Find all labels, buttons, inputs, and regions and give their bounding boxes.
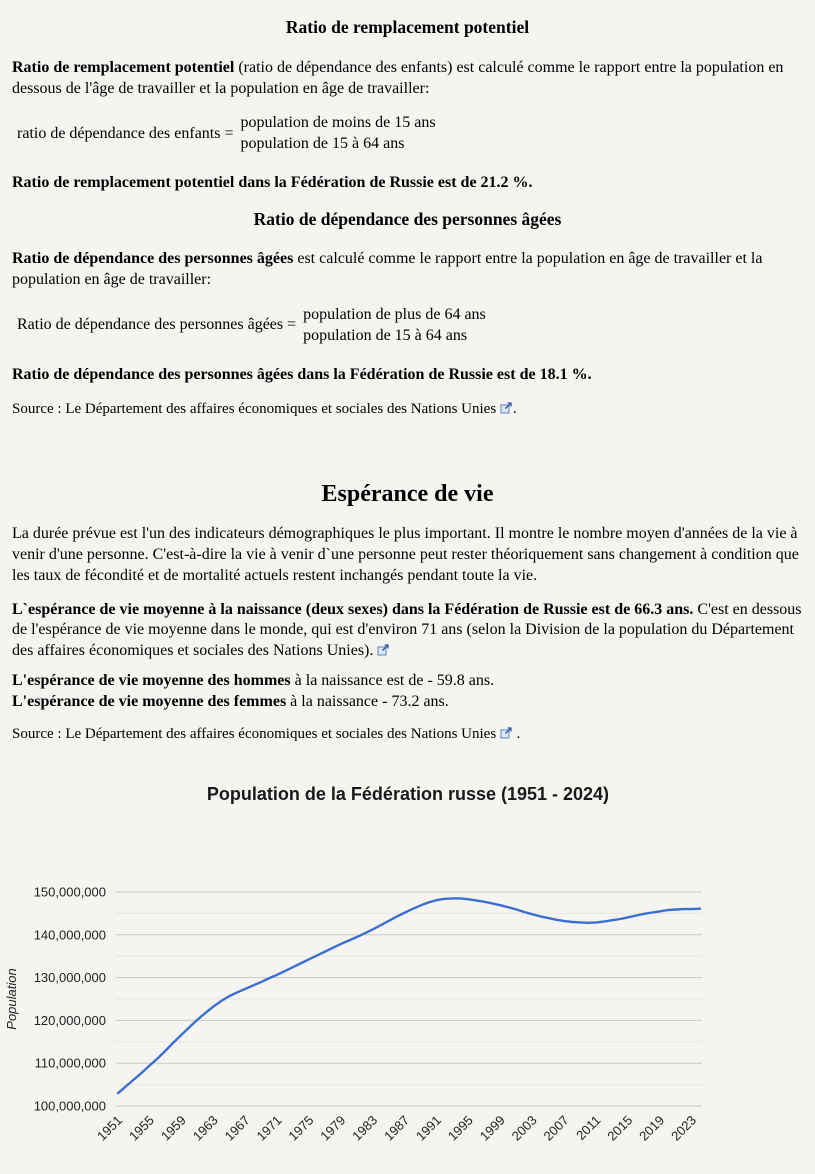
- x-tick-label: 1975: [285, 1113, 316, 1144]
- external-link-icon[interactable]: [500, 726, 513, 739]
- life-expectancy-average: L`espérance de vie moyenne à la naissanc…: [12, 600, 803, 662]
- women-life-expectancy-text: à la naissance - 73.2 ans.: [286, 692, 449, 710]
- source-link[interactable]: Le Département des affaires économiques …: [65, 401, 497, 418]
- women-life-expectancy-bold: L'espérance de vie moyenne des femmes: [12, 692, 287, 710]
- population-chart: Population de la Fédération russe (1951 …: [4, 784, 702, 1144]
- y-tick-label: 150,000,000: [34, 885, 106, 900]
- chart-plot-area: 150,000,000 140,000,000 130,000,000 120,000…: [34, 885, 702, 1144]
- x-tick-label: 2003: [509, 1113, 540, 1144]
- y-tick-label: 110,000,000: [35, 1056, 106, 1071]
- formula-label: ratio de dépendance des enfants =: [17, 124, 234, 142]
- children-dependency-formula: ratio de dépendance des enfants = popula…: [12, 113, 803, 155]
- y-gridlines-major: [116, 891, 702, 1107]
- x-tick-label: 1999: [477, 1113, 508, 1144]
- replacement-ratio-description: Ratio de remplacement potentiel (ratio d…: [12, 58, 803, 100]
- population-line-series: [116, 897, 702, 1095]
- x-tick-label: 1991: [413, 1113, 444, 1144]
- men-life-expectancy-text: à la naissance est de - 59.8 ans.: [290, 671, 495, 689]
- x-tick-label: 1979: [317, 1113, 348, 1144]
- x-tick-label: 1983: [349, 1113, 380, 1144]
- x-tick-label: 1967: [222, 1113, 253, 1144]
- source-line: Source : Le Département des affaires éco…: [12, 400, 803, 420]
- page-content: Ratio de remplacement potentiel Ratio de…: [12, 17, 803, 745]
- x-tick-label: 1951: [94, 1113, 125, 1144]
- replacement-ratio-description-text: (ratio de dépendance des enfants) est ca…: [12, 58, 784, 97]
- y-gridlines-minor: [116, 912, 702, 1086]
- formula-denominator: population de 15 à 64 ans: [303, 326, 468, 344]
- y-tick-label: 100,000,000: [34, 1099, 106, 1114]
- elderly-ratio-heading: Ratio de dépendance des personnes âgées: [253, 208, 562, 229]
- source-prefix: Source :: [12, 401, 66, 418]
- x-tick-label: 1995: [445, 1113, 476, 1144]
- formula-denominator: population de 15 à 64 ans: [240, 135, 405, 153]
- x-tick-label: 1963: [190, 1113, 221, 1144]
- formula-label: Ratio de dépendance des personnes âgées …: [17, 316, 297, 334]
- y-tick-label: 120,000,000: [34, 1013, 106, 1028]
- x-tick-label: 1955: [126, 1113, 157, 1144]
- x-tick-label: 2007: [541, 1113, 572, 1144]
- source-suffix: .: [512, 401, 517, 418]
- x-tick-label: 2011: [573, 1113, 603, 1143]
- elderly-dependency-formula: Ratio de dépendance des personnes âgées …: [12, 305, 803, 347]
- life-expectancy-average-bold: L`espérance de vie moyenne à la naissanc…: [12, 600, 694, 618]
- formula-fraction: population de moins de 15 ans population…: [240, 113, 435, 155]
- replacement-ratio-result: Ratio de remplacement potentiel dans la …: [12, 173, 533, 191]
- men-life-expectancy-bold: L'espérance de vie moyenne des hommes: [12, 671, 291, 689]
- elderly-ratio-description: Ratio de dépendance des personnes âgées …: [12, 249, 803, 291]
- source-suffix: .: [512, 725, 521, 742]
- source-prefix: Source :: [12, 725, 66, 742]
- replacement-ratio-heading: Ratio de remplacement potentiel: [285, 17, 530, 37]
- formula-fraction: population de plus de 64 ans population …: [303, 305, 486, 347]
- chart-title: Population de la Fédération russe (1951 …: [207, 784, 609, 804]
- elderly-ratio-result: Ratio de dépendance des personnes âgées …: [12, 365, 592, 383]
- y-axis-tick-labels: 150,000,000 140,000,000 130,000,000 120,000…: [34, 885, 106, 1114]
- x-tick-label: 2015: [604, 1113, 635, 1144]
- x-tick-label: 2023: [668, 1113, 699, 1144]
- external-link-icon[interactable]: [377, 643, 390, 656]
- life-expectancy-description: La durée prévue est l'un des indicateurs…: [12, 525, 799, 584]
- y-tick-label: 140,000,000: [34, 927, 106, 942]
- source-link[interactable]: Le Département des affaires économiques …: [65, 725, 497, 742]
- elderly-ratio-term: Ratio de dépendance des personnes âgées: [12, 250, 294, 268]
- x-axis-tick-labels: 1951 1955 1959 1963 1967 1971 1975 1979 1983 1987…: [94, 1113, 699, 1144]
- y-tick-label: 130,000,000: [34, 970, 106, 985]
- formula-numerator: population de plus de 64 ans: [303, 306, 486, 324]
- life-expectancy-average-text: C'est en dessous de l'espérance de vie m…: [12, 600, 802, 660]
- formula-numerator: population de moins de 15 ans: [240, 114, 436, 132]
- external-link-icon[interactable]: [500, 401, 513, 414]
- elderly-ratio-description-text: est calculé comme le rapport entre la po…: [12, 250, 763, 289]
- x-tick-label: 1959: [158, 1113, 189, 1144]
- y-axis-title: Population: [4, 968, 19, 1029]
- source-line: Source : Le Département des affaires éco…: [12, 725, 803, 745]
- x-tick-label: 2019: [636, 1113, 667, 1144]
- population-chart-block: Population de la Fédération russe (1951 …: [0, 764, 815, 1174]
- x-tick-label: 1971: [254, 1113, 285, 1144]
- life-expectancy-heading: Espérance de vie: [321, 480, 494, 507]
- replacement-ratio-term: Ratio de remplacement potentiel: [12, 58, 235, 76]
- life-expectancy-by-sex: L'espérance de vie moyenne des hommes à …: [12, 671, 803, 713]
- x-tick-label: 1987: [381, 1113, 412, 1144]
